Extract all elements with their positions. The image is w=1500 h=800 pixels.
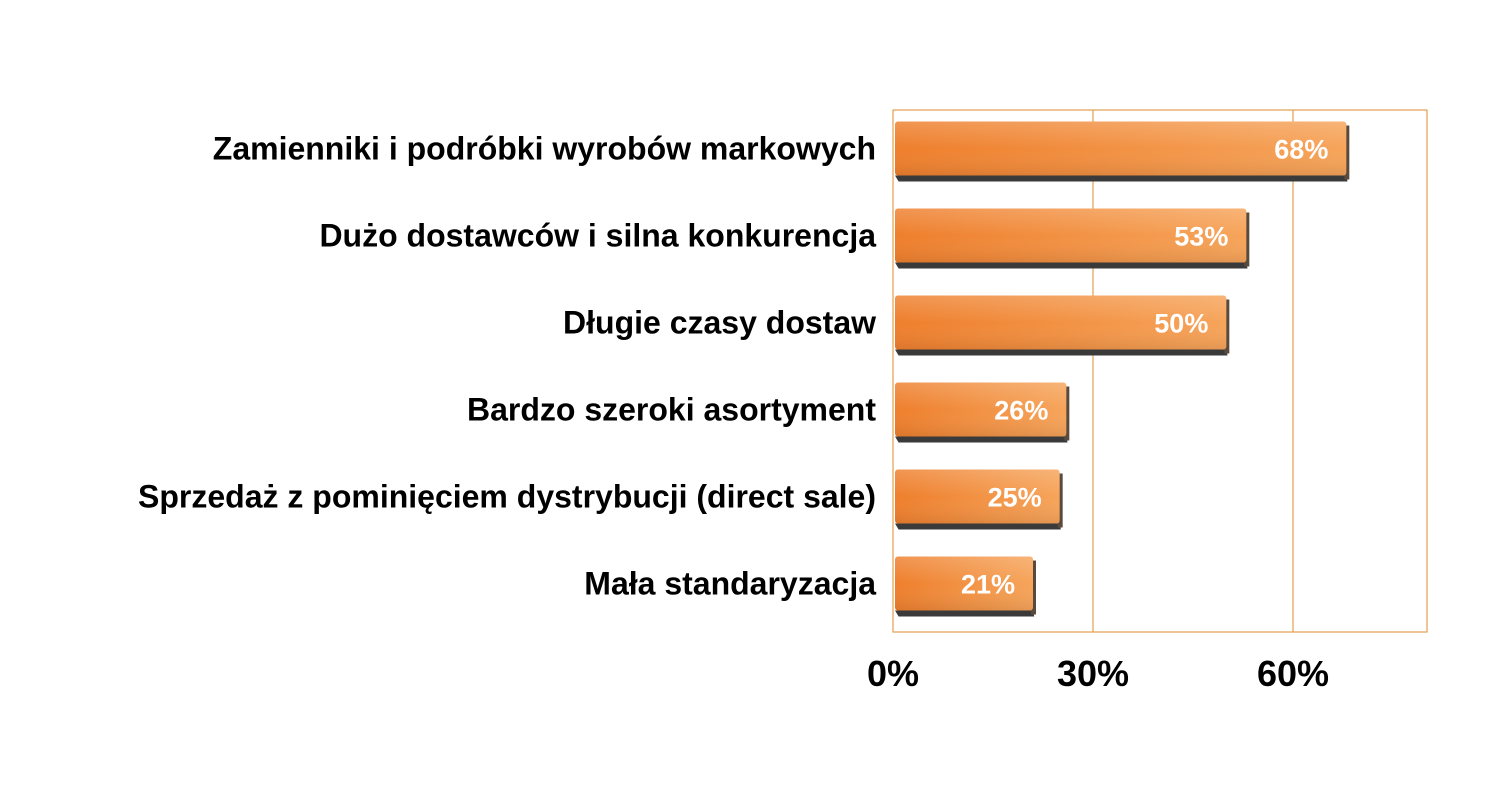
bar-gloss bbox=[895, 469, 1060, 524]
bar-side bbox=[1344, 125, 1350, 180]
bar-side bbox=[1064, 386, 1070, 441]
category-label: Sprzedaż z pominięciem dystrybucji (dire… bbox=[138, 479, 876, 515]
bar-side bbox=[1224, 299, 1230, 354]
bar-value-label: 26% bbox=[994, 396, 1048, 426]
gridlines bbox=[892, 109, 1428, 633]
bar-value-label: 50% bbox=[1154, 309, 1208, 339]
bar-value-label: 68% bbox=[1274, 135, 1328, 165]
bar-value-label: 53% bbox=[1174, 222, 1228, 252]
category-label: Dużo dostawców i silna konkurencja bbox=[319, 218, 876, 254]
bar-gloss bbox=[895, 556, 1033, 611]
x-tick-label: 30% bbox=[1057, 653, 1129, 694]
bar-side bbox=[1244, 212, 1250, 267]
bar-gloss bbox=[895, 295, 1227, 350]
bar-value-label: 21% bbox=[961, 570, 1015, 600]
bar-side bbox=[1057, 473, 1063, 528]
bar-shadow bbox=[895, 436, 1068, 443]
bar-side bbox=[1031, 560, 1036, 615]
bar-shadow bbox=[895, 175, 1348, 182]
x-axis-ticks: 0% 30% 60% bbox=[867, 653, 1329, 694]
category-label: Mała standaryzacja bbox=[584, 566, 876, 602]
category-label: Długie czasy dostaw bbox=[563, 305, 876, 341]
category-label: Bardzo szeroki asortyment bbox=[467, 392, 876, 428]
bars: 68% 53% 50% 26% 25% 21% bbox=[895, 121, 1350, 617]
bar-value-label: 25% bbox=[988, 483, 1042, 513]
x-tick-label: 0% bbox=[867, 653, 919, 694]
plot-frame bbox=[892, 109, 1428, 633]
bar-gloss bbox=[895, 208, 1247, 263]
category-label: Zamienniki i podróbki wyrobów markowych bbox=[213, 131, 876, 167]
bar-shadow bbox=[895, 262, 1248, 269]
bar-gloss bbox=[895, 382, 1067, 437]
bar-shadow bbox=[895, 610, 1035, 617]
x-tick-label: 60% bbox=[1257, 653, 1329, 694]
category-labels: Zamienniki i podróbki wyrobów markowych D… bbox=[138, 131, 876, 602]
bar-gloss bbox=[895, 121, 1347, 176]
bar-shadow bbox=[895, 523, 1061, 530]
bar-shadow bbox=[895, 349, 1228, 356]
